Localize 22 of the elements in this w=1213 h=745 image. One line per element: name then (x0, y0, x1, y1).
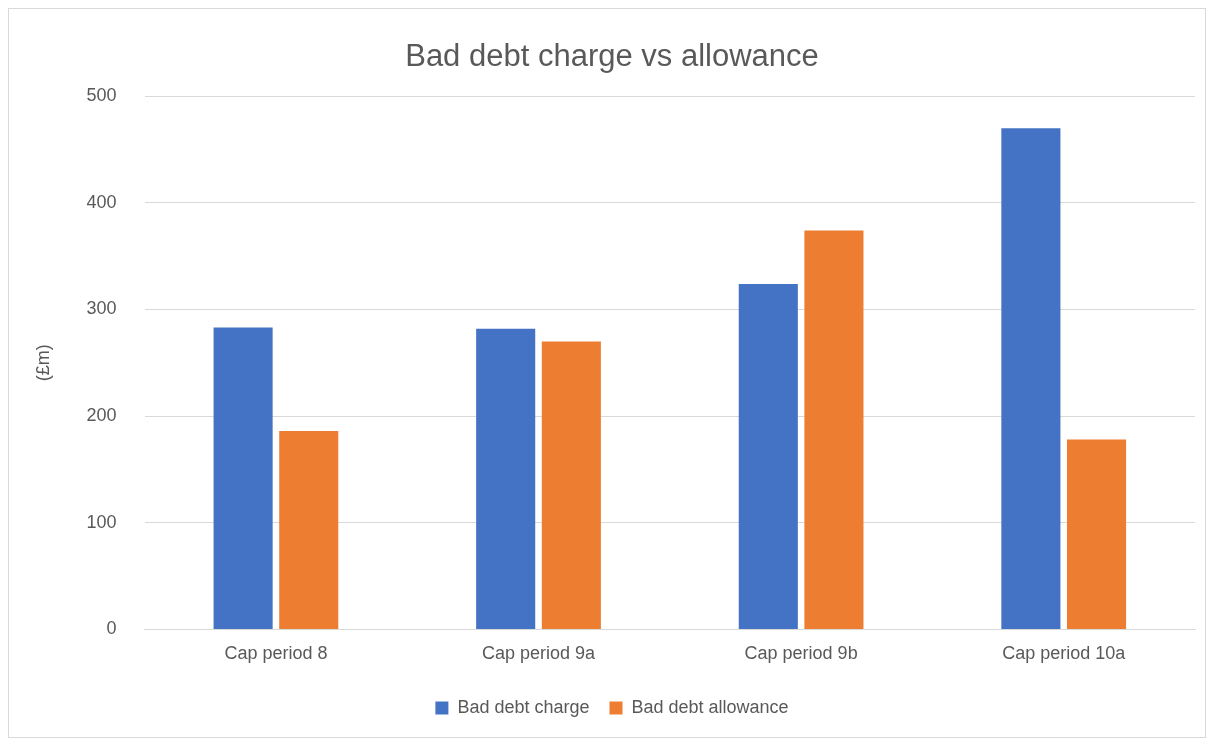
chart-title: Bad debt charge vs allowance (405, 38, 819, 74)
bar (213, 327, 273, 629)
bar (1001, 128, 1061, 629)
bar (279, 431, 339, 629)
y-axis-title: (£m) (32, 344, 53, 382)
legend-label: Bad debt allowance (631, 696, 789, 717)
bar (738, 283, 798, 629)
y-tick-label: 0 (106, 618, 117, 639)
bar (541, 341, 601, 629)
legend-label: Bad debt charge (457, 696, 590, 717)
x-tick-label: Cap period 9a (481, 643, 597, 664)
bar (1066, 439, 1127, 629)
x-tick-label: Cap period 10a (1002, 643, 1127, 664)
x-tick-label: Cap period 8 (224, 643, 328, 664)
bar (476, 328, 536, 629)
y-tick-label: 400 (86, 191, 117, 212)
y-tick-label: 300 (86, 298, 117, 319)
x-tick-label: Cap period 9b (744, 643, 858, 664)
bar (804, 230, 864, 629)
y-tick-label: 200 (86, 405, 117, 426)
y-tick-label: 100 (86, 511, 117, 532)
y-tick-label: 500 (86, 85, 117, 106)
